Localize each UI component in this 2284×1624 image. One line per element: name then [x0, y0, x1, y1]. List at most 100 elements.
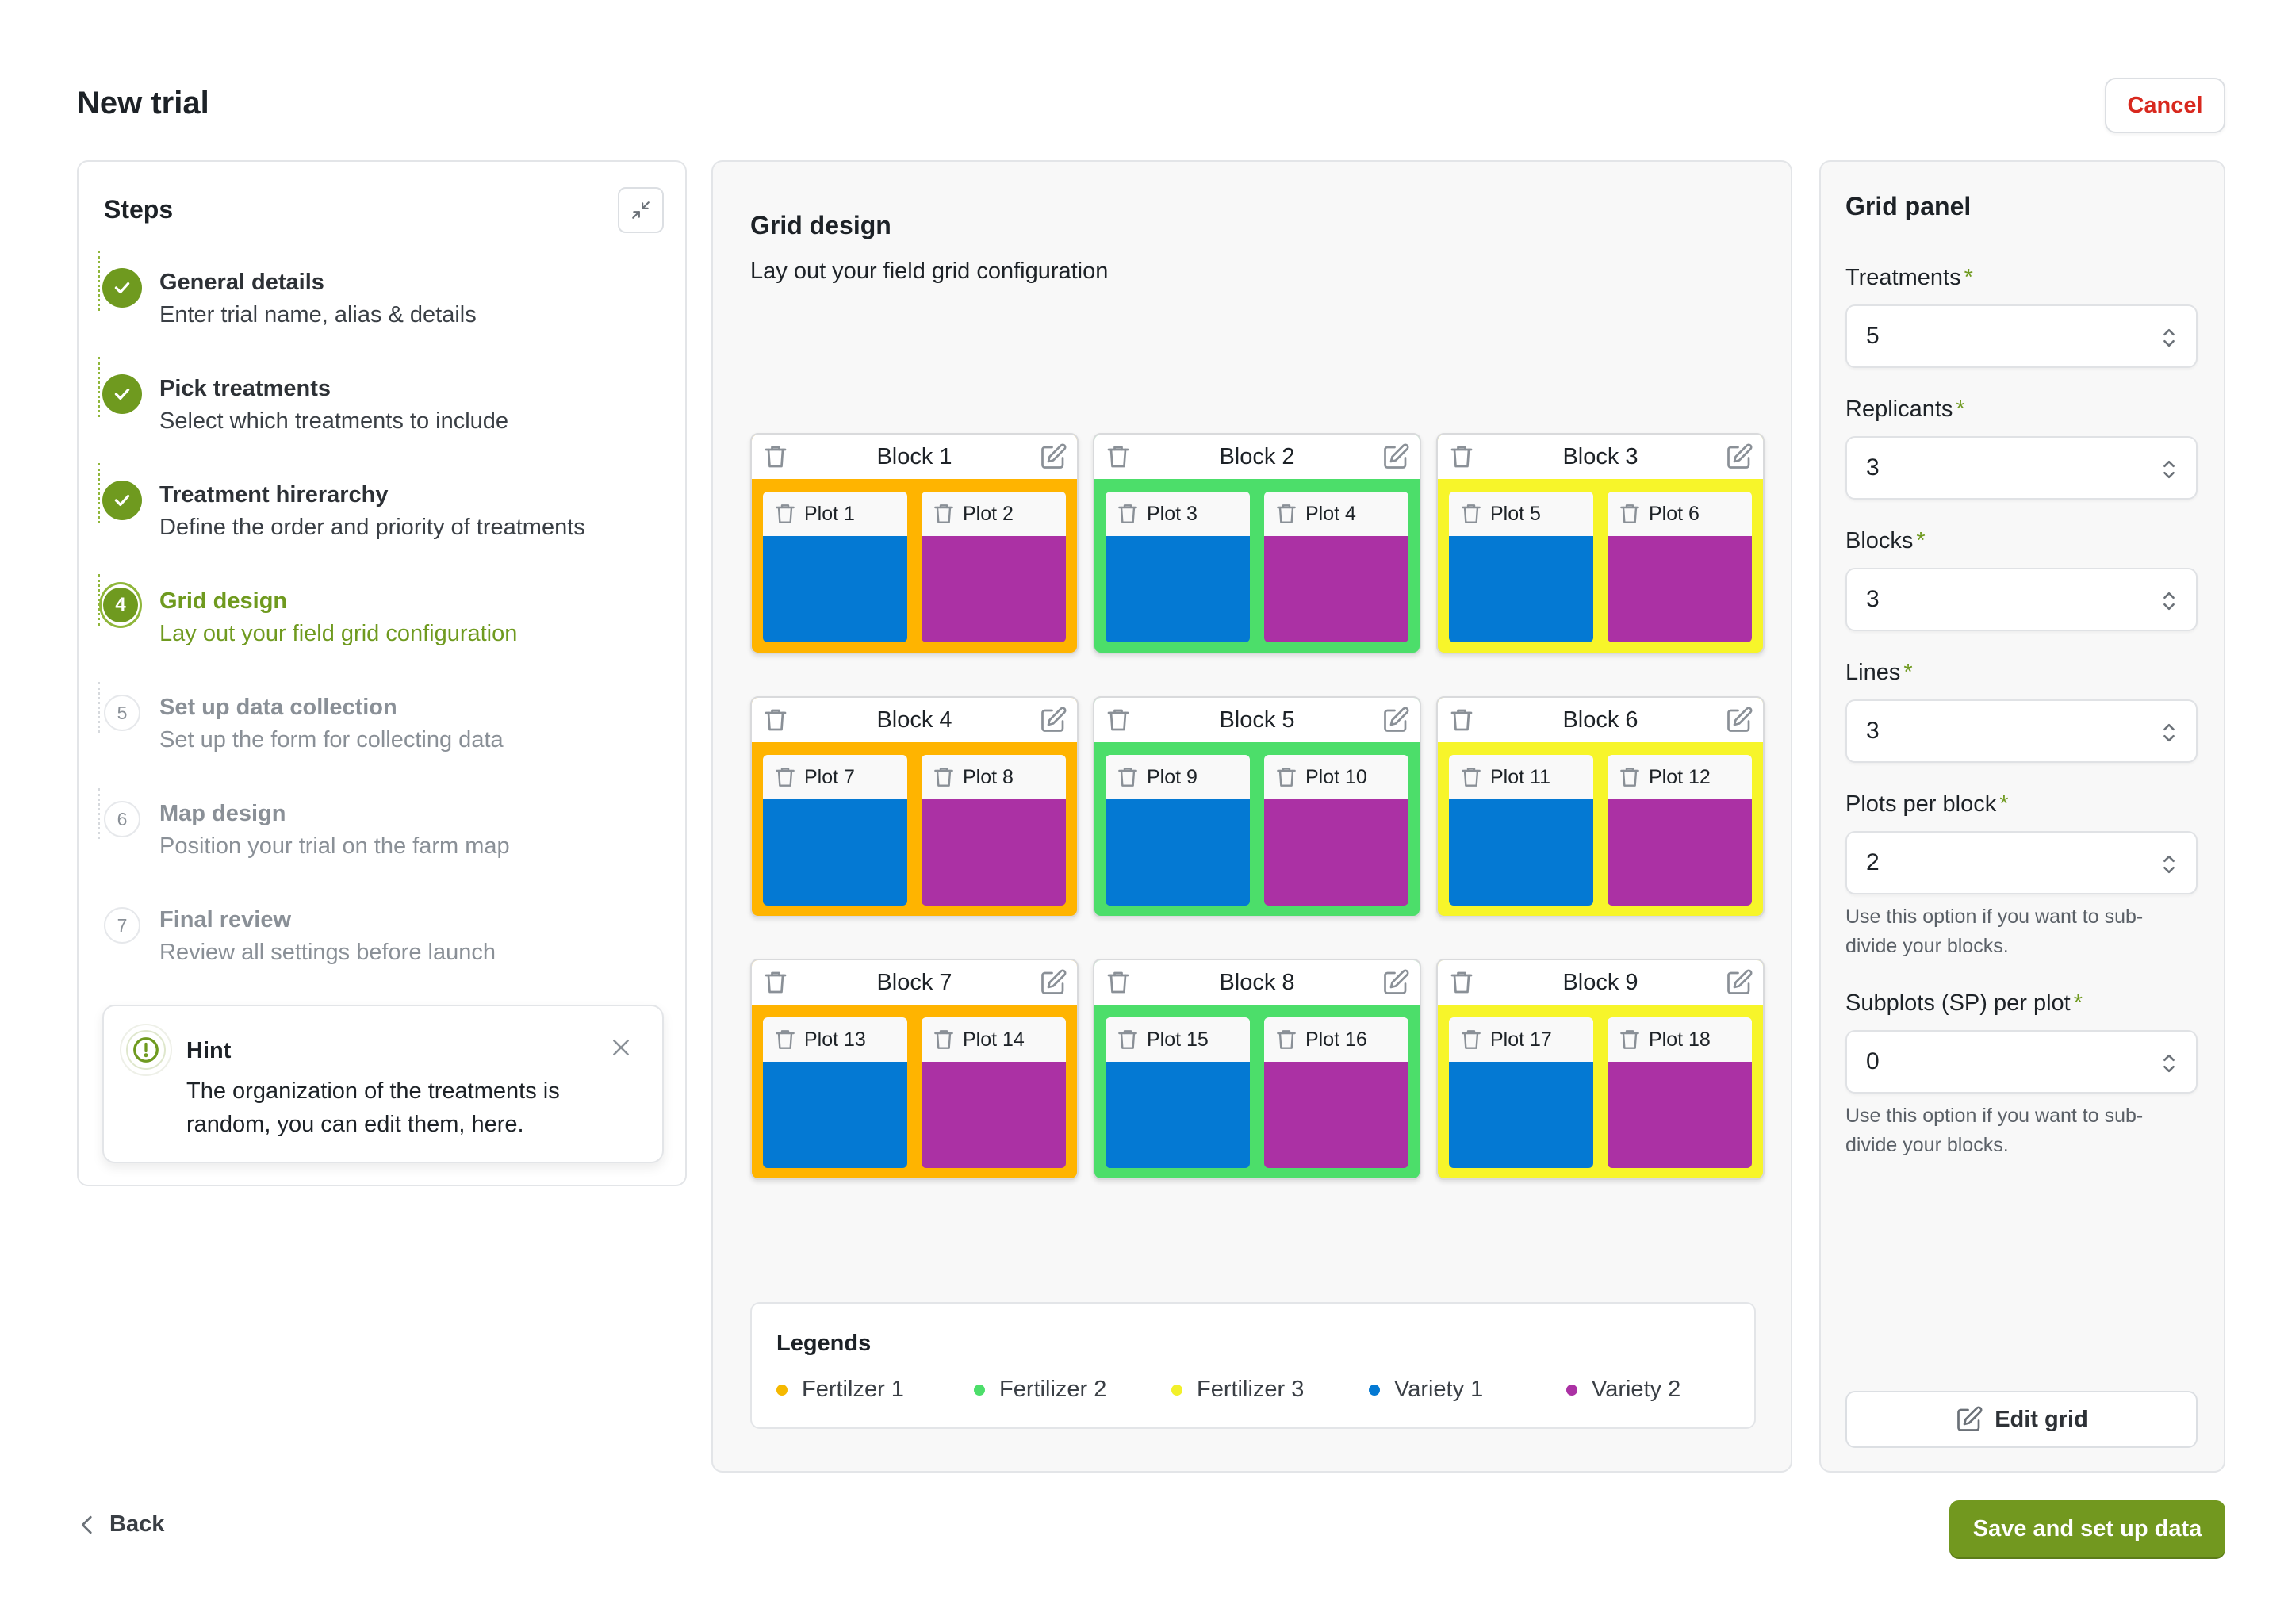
edit-icon[interactable] [1039, 968, 1067, 997]
number-stepper-input[interactable]: 0 [1845, 1030, 2198, 1094]
edit-icon[interactable] [1382, 706, 1410, 734]
plot-header: Plot 3 [1106, 492, 1250, 536]
grid-block[interactable]: Block 7 Plot 13 Plot 14 [750, 959, 1079, 1180]
grid-plot[interactable]: Plot 18 [1608, 1017, 1752, 1168]
trash-icon[interactable] [1115, 1027, 1140, 1052]
collapse-button[interactable] [618, 187, 664, 233]
edit-grid-button[interactable]: Edit grid [1845, 1391, 2198, 1448]
number-stepper-input[interactable]: 3 [1845, 568, 2198, 631]
trash-icon[interactable] [1115, 764, 1140, 790]
grid-plot[interactable]: Plot 2 [922, 492, 1066, 642]
plot-header: Plot 14 [922, 1017, 1066, 1062]
trash-icon[interactable] [761, 442, 790, 471]
trash-icon[interactable] [1104, 442, 1132, 471]
grid-plot[interactable]: Plot 9 [1106, 755, 1250, 906]
number-stepper-input[interactable]: 3 [1845, 436, 2198, 500]
trash-icon[interactable] [761, 706, 790, 734]
trash-icon[interactable] [1274, 501, 1299, 527]
back-button[interactable]: Back [79, 1511, 164, 1538]
trash-icon[interactable] [1458, 1027, 1484, 1052]
required-asterisk: * [2073, 990, 2083, 1016]
trash-icon[interactable] [1115, 501, 1140, 527]
trash-icon[interactable] [1458, 501, 1484, 527]
chevron-up-down-icon[interactable] [2161, 853, 2177, 875]
plot-label: Plot 15 [1147, 1028, 1209, 1051]
plot-fill [1449, 536, 1593, 642]
edit-icon[interactable] [1725, 706, 1753, 734]
close-icon[interactable] [605, 1032, 637, 1063]
trash-icon[interactable] [931, 1027, 956, 1052]
plot-header: Plot 12 [1608, 755, 1752, 799]
grid-plot[interactable]: Plot 14 [922, 1017, 1066, 1168]
grid-block[interactable]: Block 6 Plot 11 Plot 12 [1436, 696, 1765, 917]
grid-block[interactable]: Block 8 Plot 15 Plot 16 [1093, 959, 1421, 1180]
grid-plot[interactable]: Plot 15 [1106, 1017, 1250, 1168]
grid-plot[interactable]: Plot 7 [763, 755, 907, 906]
grid-plot[interactable]: Plot 12 [1608, 755, 1752, 906]
edit-icon[interactable] [1725, 442, 1753, 471]
trash-icon[interactable] [761, 968, 790, 997]
plot-header: Plot 6 [1608, 492, 1752, 536]
chevron-up-down-icon[interactable] [2161, 590, 2177, 612]
grid-plot[interactable]: Plot 16 [1264, 1017, 1408, 1168]
grid-plot[interactable]: Plot 5 [1449, 492, 1593, 642]
trash-icon[interactable] [931, 501, 956, 527]
trash-icon[interactable] [1447, 968, 1476, 997]
plot-header: Plot 9 [1106, 755, 1250, 799]
plot-label: Plot 1 [804, 502, 855, 525]
number-stepper-input[interactable]: 3 [1845, 699, 2198, 763]
trash-icon[interactable] [1104, 968, 1132, 997]
edit-icon[interactable] [1725, 968, 1753, 997]
grid-plot[interactable]: Plot 6 [1608, 492, 1752, 642]
save-and-setup-button[interactable]: Save and set up data [1949, 1500, 2225, 1557]
trash-icon[interactable] [1274, 764, 1299, 790]
grid-block[interactable]: Block 1 Plot 1 Plot 2 [750, 433, 1079, 654]
edit-icon[interactable] [1039, 706, 1067, 734]
plot-label: Plot 6 [1649, 502, 1700, 525]
trash-icon[interactable] [1447, 706, 1476, 734]
grid-plot[interactable]: Plot 13 [763, 1017, 907, 1168]
legend-label: Variety 2 [1592, 1377, 1681, 1402]
trash-icon[interactable] [1617, 764, 1642, 790]
number-stepper-input[interactable]: 2 [1845, 831, 2198, 894]
grid-plot[interactable]: Plot 3 [1106, 492, 1250, 642]
chevron-up-down-icon[interactable] [2161, 1052, 2177, 1074]
required-asterisk: * [1956, 396, 1965, 422]
trash-icon[interactable] [772, 764, 798, 790]
plot-fill [1264, 1062, 1408, 1168]
grid-block[interactable]: Block 4 Plot 7 Plot 8 [750, 696, 1079, 917]
grid-block[interactable]: Block 2 Plot 3 Plot 4 [1093, 433, 1421, 654]
field-label: Blocks * [1845, 528, 1926, 553]
edit-icon[interactable] [1382, 968, 1410, 997]
chevron-up-down-icon[interactable] [2161, 722, 2177, 744]
chevron-up-down-icon[interactable] [2161, 327, 2177, 349]
plot-fill [1608, 536, 1752, 642]
chevron-up-down-icon[interactable] [2161, 458, 2177, 481]
grid-block[interactable]: Block 9 Plot 17 Plot 18 [1436, 959, 1765, 1180]
legend-dot [776, 1384, 788, 1396]
trash-icon[interactable] [931, 764, 956, 790]
grid-block[interactable]: Block 5 Plot 9 Plot 10 [1093, 696, 1421, 917]
trash-icon[interactable] [1274, 1027, 1299, 1052]
trash-icon[interactable] [772, 1027, 798, 1052]
legend-dot [1566, 1384, 1577, 1396]
grid-block[interactable]: Block 3 Plot 5 Plot 6 [1436, 433, 1765, 654]
edit-icon[interactable] [1039, 442, 1067, 471]
trash-icon[interactable] [1104, 706, 1132, 734]
trash-icon[interactable] [1447, 442, 1476, 471]
trash-icon[interactable] [1617, 501, 1642, 527]
number-stepper-input[interactable]: 5 [1845, 304, 2198, 368]
step-connector [98, 357, 100, 417]
trash-icon[interactable] [1458, 764, 1484, 790]
trash-icon[interactable] [1617, 1027, 1642, 1052]
edit-icon[interactable] [1382, 442, 1410, 471]
step-title: Map design [159, 801, 286, 826]
trash-icon[interactable] [772, 501, 798, 527]
grid-plot[interactable]: Plot 1 [763, 492, 907, 642]
grid-plot[interactable]: Plot 8 [922, 755, 1066, 906]
grid-plot[interactable]: Plot 11 [1449, 755, 1593, 906]
grid-plot[interactable]: Plot 17 [1449, 1017, 1593, 1168]
cancel-button[interactable]: Cancel [2105, 78, 2225, 133]
grid-plot[interactable]: Plot 10 [1264, 755, 1408, 906]
grid-plot[interactable]: Plot 4 [1264, 492, 1408, 642]
